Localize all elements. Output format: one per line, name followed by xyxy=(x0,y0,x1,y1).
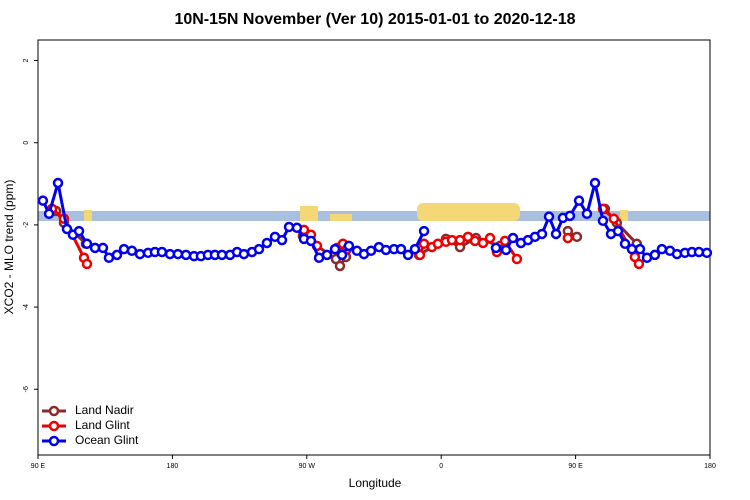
data-point xyxy=(477,237,489,249)
legend-marker xyxy=(48,435,60,447)
data-point xyxy=(507,232,519,244)
chart-title: 10N-15N November (Ver 10) 2015-01-01 to … xyxy=(174,11,575,28)
data-point xyxy=(329,243,341,255)
data-point xyxy=(490,242,502,254)
data-point xyxy=(305,235,317,247)
data-point xyxy=(671,248,683,260)
data-point xyxy=(612,225,624,237)
data-point xyxy=(581,208,593,220)
data-point xyxy=(81,238,93,250)
data-point xyxy=(216,249,228,261)
x-tick-label: 90 E xyxy=(31,463,46,470)
data-point xyxy=(619,238,631,250)
data-point xyxy=(336,249,348,261)
data-point xyxy=(484,232,496,244)
data-point xyxy=(380,244,392,256)
data-point xyxy=(633,258,645,270)
data-point xyxy=(134,248,146,260)
land-patch xyxy=(620,210,628,221)
y-axis-label: XCO2 - MLO trend (ppm) xyxy=(2,180,16,315)
y-tick-label: 0 xyxy=(23,141,30,145)
data-point xyxy=(52,177,64,189)
data-point xyxy=(365,245,377,257)
land-patch xyxy=(417,203,520,221)
data-point xyxy=(409,243,421,255)
land-patch xyxy=(84,210,92,221)
data-point xyxy=(61,223,73,235)
data-point xyxy=(626,243,638,255)
data-point xyxy=(73,225,85,237)
data-point xyxy=(499,235,511,247)
data-point xyxy=(634,243,646,255)
data-point xyxy=(562,232,574,244)
data-point xyxy=(571,231,583,243)
data-point xyxy=(291,222,303,234)
data-point xyxy=(172,248,184,260)
data-point xyxy=(103,252,115,264)
data-point xyxy=(261,237,273,249)
data-point xyxy=(500,244,512,256)
land-patch xyxy=(300,206,318,221)
x-tick-label: 180 xyxy=(704,463,716,470)
data-point xyxy=(321,249,333,261)
data-point xyxy=(253,243,265,255)
y-tick-label: -2 xyxy=(23,222,30,228)
land-patch xyxy=(330,214,352,221)
legend-label: Ocean Glint xyxy=(75,433,139,447)
x-tick-label: 90 W xyxy=(299,463,316,470)
data-point xyxy=(97,242,109,254)
data-point xyxy=(543,211,555,222)
x-axis-label: Longitude xyxy=(349,476,402,490)
data-point xyxy=(156,246,168,258)
data-point xyxy=(701,247,713,259)
data-point xyxy=(536,228,548,240)
legend-label: Land Glint xyxy=(75,418,130,432)
y-tick-label: -6 xyxy=(23,386,30,392)
data-point xyxy=(276,234,288,246)
y-tick-label: 2 xyxy=(23,58,30,62)
data-point xyxy=(418,225,430,237)
legend-label: Land Nadir xyxy=(75,403,134,417)
x-tick-label: 0 xyxy=(439,463,443,470)
data-point xyxy=(656,243,668,255)
x-tick-label: 180 xyxy=(167,463,179,470)
data-point xyxy=(43,208,55,220)
data-point xyxy=(37,195,49,206)
legend-marker xyxy=(48,420,60,432)
data-point xyxy=(550,228,562,240)
data-point xyxy=(238,248,250,260)
data-point xyxy=(649,249,661,261)
data-point xyxy=(511,253,523,265)
data-point xyxy=(446,234,458,246)
data-point xyxy=(334,260,346,272)
data-point xyxy=(81,258,93,270)
data-point xyxy=(180,249,192,261)
data-point xyxy=(589,177,601,189)
data-point xyxy=(343,240,355,252)
plot-frame xyxy=(37,39,711,456)
data-point xyxy=(432,238,444,250)
data-point xyxy=(395,243,407,255)
data-point xyxy=(608,213,620,224)
data-point xyxy=(597,215,609,227)
y-tick-label: -4 xyxy=(23,304,30,310)
data-point xyxy=(111,249,123,261)
data-point xyxy=(573,195,585,206)
data-point xyxy=(469,235,481,247)
data-point xyxy=(402,249,414,261)
data-point xyxy=(564,210,576,222)
latitude-band xyxy=(38,211,710,221)
legend-marker xyxy=(48,405,60,417)
data-point xyxy=(126,245,138,257)
x-tick-label: 90 E xyxy=(568,463,583,470)
